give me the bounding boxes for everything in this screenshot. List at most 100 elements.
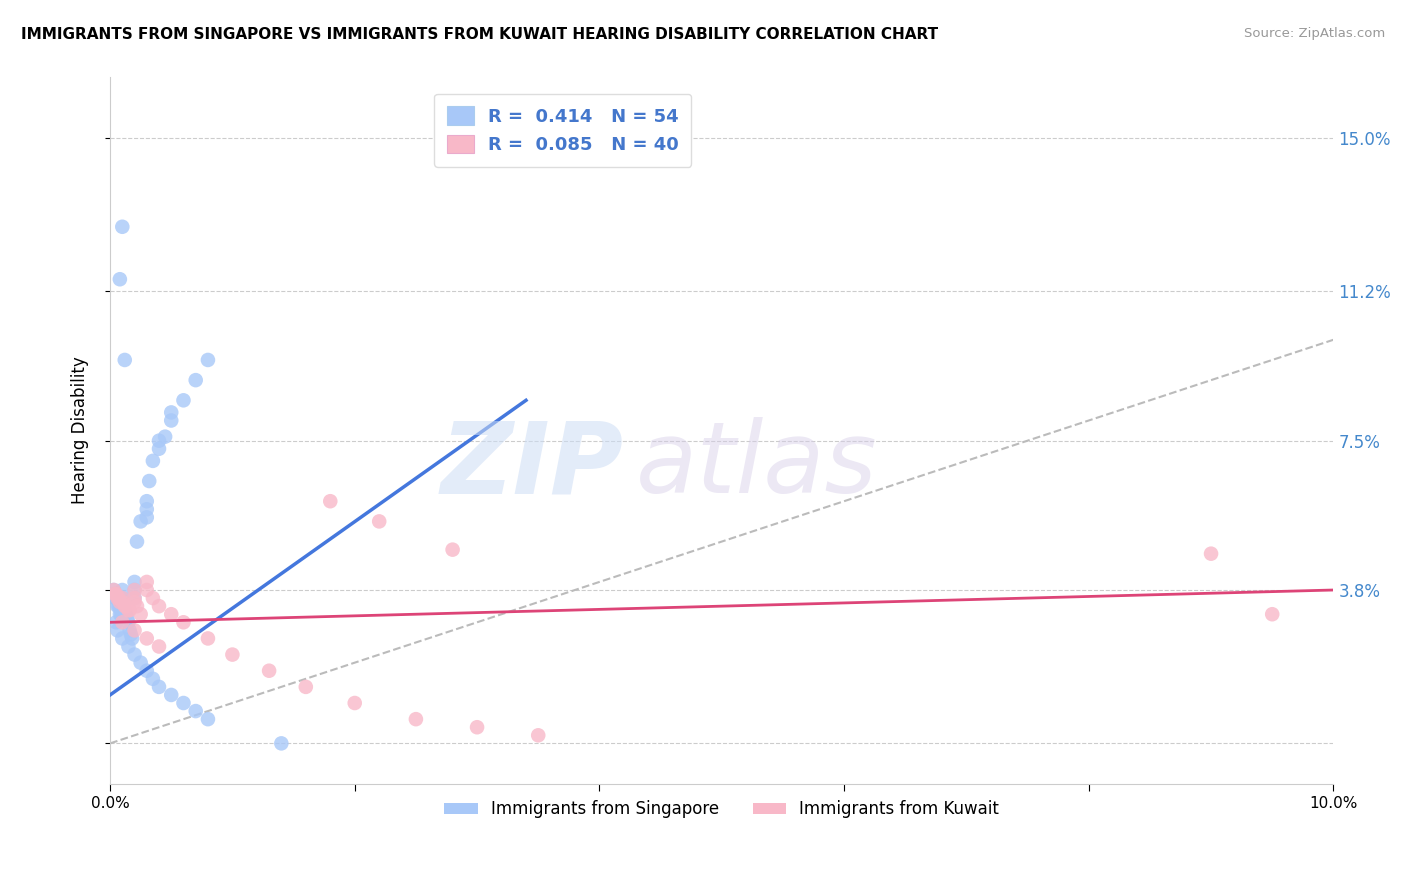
Point (129, 656, 152, 670)
Point (221, 648, 243, 662)
Point (142, 672, 165, 686)
Point (114, 603, 136, 617)
Point (135, 502, 157, 516)
Point (108, 599, 131, 614)
Point (105, 615, 128, 630)
Point (124, 582, 146, 597)
Point (105, 587, 128, 601)
Point (103, 582, 125, 597)
Text: IMMIGRANTS FROM SINGAPORE VS IMMIGRANTS FROM KUWAIT HEARING DISABILITY CORRELATI: IMMIGRANTS FROM SINGAPORE VS IMMIGRANTS … (21, 27, 938, 42)
Point (121, 632, 143, 646)
Point (111, 582, 134, 597)
Point (197, 712, 219, 726)
Point (527, 728, 550, 742)
Point (107, 599, 129, 614)
Point (135, 632, 157, 646)
Point (117, 615, 139, 630)
Point (142, 454, 165, 468)
Point (368, 515, 391, 529)
Point (111, 632, 134, 646)
Point (124, 591, 146, 605)
Text: ZIP: ZIP (441, 417, 624, 515)
Point (138, 474, 160, 488)
Point (135, 582, 157, 597)
Point (184, 373, 207, 387)
Point (148, 442, 170, 456)
Point (160, 607, 183, 622)
Point (148, 599, 170, 614)
Point (1199, 547, 1222, 561)
Point (135, 574, 157, 589)
Point (148, 680, 170, 694)
Point (172, 615, 194, 630)
Point (125, 534, 148, 549)
Point (294, 680, 316, 694)
Point (114, 353, 136, 368)
Point (172, 393, 194, 408)
Point (197, 353, 219, 368)
Point (135, 510, 157, 524)
Point (148, 640, 170, 654)
Point (108, 272, 131, 286)
Point (104, 591, 127, 605)
Point (135, 664, 157, 678)
Point (111, 607, 134, 622)
Point (107, 599, 129, 614)
Point (111, 599, 134, 614)
Point (111, 219, 134, 234)
Point (160, 413, 183, 427)
Point (124, 591, 146, 605)
Point (118, 603, 141, 617)
Point (105, 591, 128, 605)
Point (118, 624, 141, 638)
Point (270, 736, 292, 750)
Point (160, 405, 183, 419)
Point (120, 627, 142, 641)
Point (108, 607, 131, 622)
Point (103, 582, 125, 597)
Point (111, 591, 134, 605)
Point (124, 648, 146, 662)
Point (117, 640, 139, 654)
Point (114, 599, 136, 614)
Point (160, 688, 183, 702)
Point (135, 494, 157, 508)
Point (107, 591, 129, 605)
Point (153, 430, 176, 444)
Point (111, 591, 134, 605)
Text: atlas: atlas (636, 417, 877, 515)
Point (125, 599, 148, 614)
Point (111, 595, 134, 609)
Legend: Immigrants from Singapore, Immigrants from Kuwait: Immigrants from Singapore, Immigrants fr… (437, 794, 1005, 825)
Point (107, 591, 129, 605)
Point (129, 607, 152, 622)
Point (142, 591, 165, 605)
Point (117, 603, 139, 617)
Point (129, 515, 152, 529)
Point (1261, 607, 1284, 622)
Y-axis label: Hearing Disability: Hearing Disability (72, 357, 89, 505)
Point (124, 582, 146, 597)
Point (107, 624, 129, 638)
Point (257, 664, 280, 678)
Text: Source: ZipAtlas.com: Source: ZipAtlas.com (1244, 27, 1385, 40)
Point (111, 615, 134, 630)
Point (124, 595, 146, 609)
Point (441, 542, 464, 557)
Point (319, 494, 342, 508)
Point (465, 720, 488, 734)
Point (148, 434, 170, 448)
Point (104, 587, 127, 601)
Point (172, 696, 194, 710)
Point (197, 632, 219, 646)
Point (405, 712, 427, 726)
Point (115, 599, 138, 614)
Point (184, 704, 207, 718)
Point (124, 574, 146, 589)
Point (124, 624, 146, 638)
Point (108, 595, 131, 609)
Point (115, 611, 138, 625)
Point (343, 696, 366, 710)
Point (115, 607, 138, 622)
Point (110, 607, 132, 622)
